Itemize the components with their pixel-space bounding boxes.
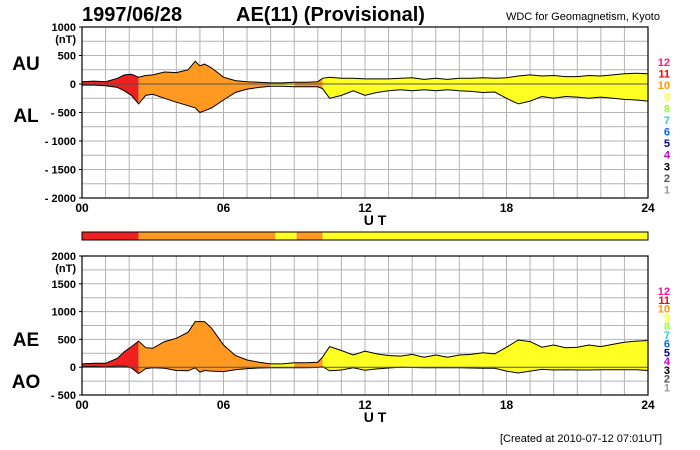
panel1-xtick-label: 12 [358, 201, 372, 215]
panel2-station-count-8: 8 [664, 321, 670, 333]
station-coverage-segment [82, 232, 139, 240]
panel2-xaxis-label: U T [364, 409, 387, 425]
panel2-station-count-4: 4 [664, 356, 671, 368]
panel1-station-count-5: 5 [664, 138, 670, 150]
panel1-ytick-label: - 500 [51, 108, 76, 120]
station-coverage-segment [275, 232, 297, 240]
panel1-station-count-9: 9 [664, 92, 670, 104]
page-date: 1997/06/28 [82, 4, 183, 26]
panel1-series-au-line [81, 60, 649, 84]
panel1-ytick-label: - 2000 [45, 193, 76, 205]
panel1-ytick-label: 0 [70, 79, 76, 91]
panel1-station-count-7: 7 [664, 115, 670, 127]
panel1-station-count-11: 11 [658, 69, 670, 81]
station-coverage-segment [322, 232, 648, 240]
panel2-xtick-label: 06 [217, 398, 231, 412]
panel1-station-count-12: 12 [658, 57, 670, 69]
panel2-station-count-3: 3 [664, 365, 670, 377]
panel1-station-count-6: 6 [664, 127, 670, 139]
panel2-station-count-9: 9 [664, 312, 670, 324]
panel1-xaxis-label: U T [364, 212, 387, 228]
panel2-ytick-label: - 500 [51, 390, 76, 402]
panel1-xtick-label: 18 [500, 201, 514, 215]
data-source-credit: WDC for Geomagnetism, Kyoto [505, 11, 660, 23]
panel2-xtick-label: 18 [500, 398, 514, 412]
panel1-side-label-al: AL [13, 106, 39, 127]
panel1-area-fill [270, 82, 295, 87]
panel1-series-al-line [82, 84, 649, 114]
panel1-xtick-label: 24 [641, 201, 655, 215]
panel2-area-fill [82, 341, 139, 374]
panel1-xtick-label: 00 [75, 201, 89, 215]
panel2-ytick-label: 500 [58, 334, 76, 346]
panel2-station-count-7: 7 [664, 330, 670, 342]
station-coverage-segment [138, 232, 276, 240]
page-title: AE(11) (Provisional) [236, 4, 425, 26]
panel1-station-count-8: 8 [664, 103, 670, 115]
panel1-xtick-label: 06 [217, 201, 231, 215]
panel2-area-fill [322, 340, 648, 373]
panel1-station-count-4: 4 [664, 150, 671, 162]
panel1-ytick-label: 1000 [52, 22, 76, 34]
panel2-series-ae-line [81, 321, 649, 365]
panel1-side-label-au: AU [12, 54, 39, 75]
panel2-xtick-label: 00 [75, 398, 89, 412]
panel2-ytick-label: 2000 [52, 251, 76, 263]
panel1-area-fill [138, 61, 271, 113]
panel2-xtick-label: 24 [641, 398, 655, 412]
station-coverage-segment [296, 232, 323, 240]
station-coverage-bar [81, 231, 649, 241]
panel2-station-count-6: 6 [664, 339, 670, 351]
panel2-station-count-10: 10 [658, 304, 670, 316]
panel1-area-fill [294, 78, 323, 89]
panel2-side-label-ao: AO [12, 372, 41, 393]
panel1-station-count-1: 1 [664, 185, 670, 197]
panel2-station-count-5: 5 [664, 347, 670, 359]
panel1-ytick-label: - 1500 [45, 165, 76, 177]
panel2-ytick-label: 1000 [52, 307, 76, 319]
panel2-ytick-label: 1500 [52, 279, 76, 291]
panel1-ytick-label: - 1000 [45, 136, 76, 148]
panel1-station-count-3: 3 [664, 161, 670, 173]
panel2-side-label-ae: AE [13, 330, 39, 351]
panel1-ytick-label: 500 [58, 51, 76, 63]
panel2-xtick-label: 12 [358, 398, 372, 412]
panel1-station-count-2: 2 [664, 173, 670, 185]
panel2-station-count-12: 12 [658, 286, 670, 298]
panel2-station-count-2: 2 [664, 374, 670, 386]
panel2-unit-label: (nT) [55, 263, 76, 275]
created-timestamp: [Created at 2010-07-12 07:01UT] [499, 433, 662, 445]
panel1-station-count-10: 10 [658, 80, 670, 92]
panel2-area-fill [294, 357, 323, 368]
panel2-series-ao-line [81, 365, 649, 375]
panel2-area-fill [138, 321, 271, 374]
panel2-station-count-11: 11 [658, 295, 670, 307]
panel1-unit-label: (nT) [55, 34, 76, 46]
panel2-station-count-1: 1 [664, 382, 670, 394]
panel2-frame [81, 255, 649, 396]
panel2-ytick-label: 0 [70, 362, 76, 374]
